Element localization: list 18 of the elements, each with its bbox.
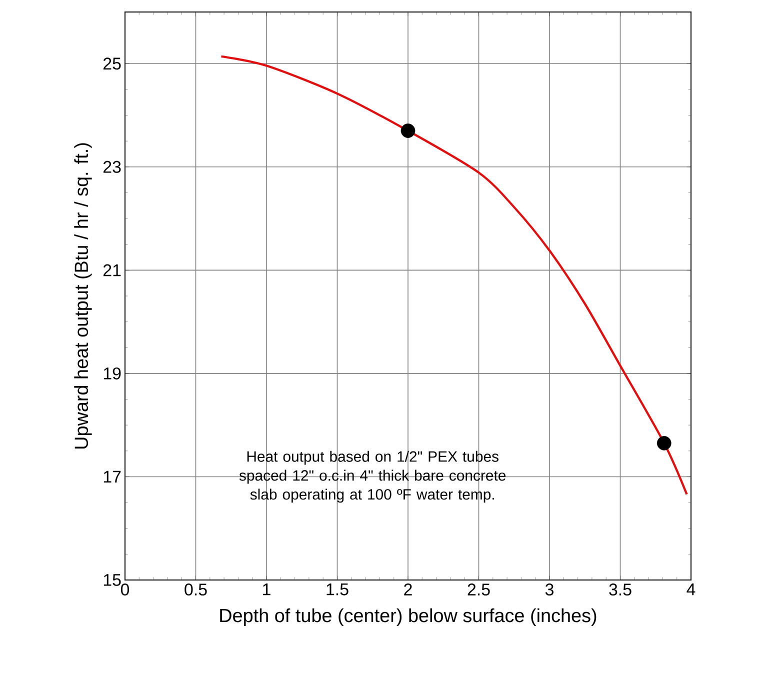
y-tick-label: 15 <box>104 574 121 586</box>
y-tick-label: 19 <box>104 367 121 380</box>
x-tick-label: 3 <box>545 584 554 596</box>
y-tick-label: 21 <box>104 264 121 276</box>
x-axis-title: Depth of tube (center) below surface (inches) <box>220 608 596 626</box>
x-tick-label: 2.5 <box>468 584 490 596</box>
x-tick-label: 3.5 <box>609 584 632 596</box>
y-tick-label: 17 <box>104 470 121 483</box>
x-tick-label: 4 <box>686 584 696 596</box>
annotation: Heat output based on 1/2" PEX tubes spaced 12" o.c.in 4" thick bare concrete slab operating at 100 ºF water temp. <box>239 450 506 503</box>
y-tick-label: 25 <box>104 58 121 70</box>
x-tick-label: 1.5 <box>326 584 348 596</box>
x-tick-label: 0.5 <box>184 584 207 596</box>
y-tick-label: 23 <box>104 160 121 173</box>
x-tick-label: 1 <box>263 584 270 596</box>
x-tick-label: 0 <box>120 584 130 596</box>
x-tick-label: 2 <box>404 584 412 596</box>
y-axis-title: Upward heat output (Btu / hr / sq. ft.) <box>74 143 92 449</box>
